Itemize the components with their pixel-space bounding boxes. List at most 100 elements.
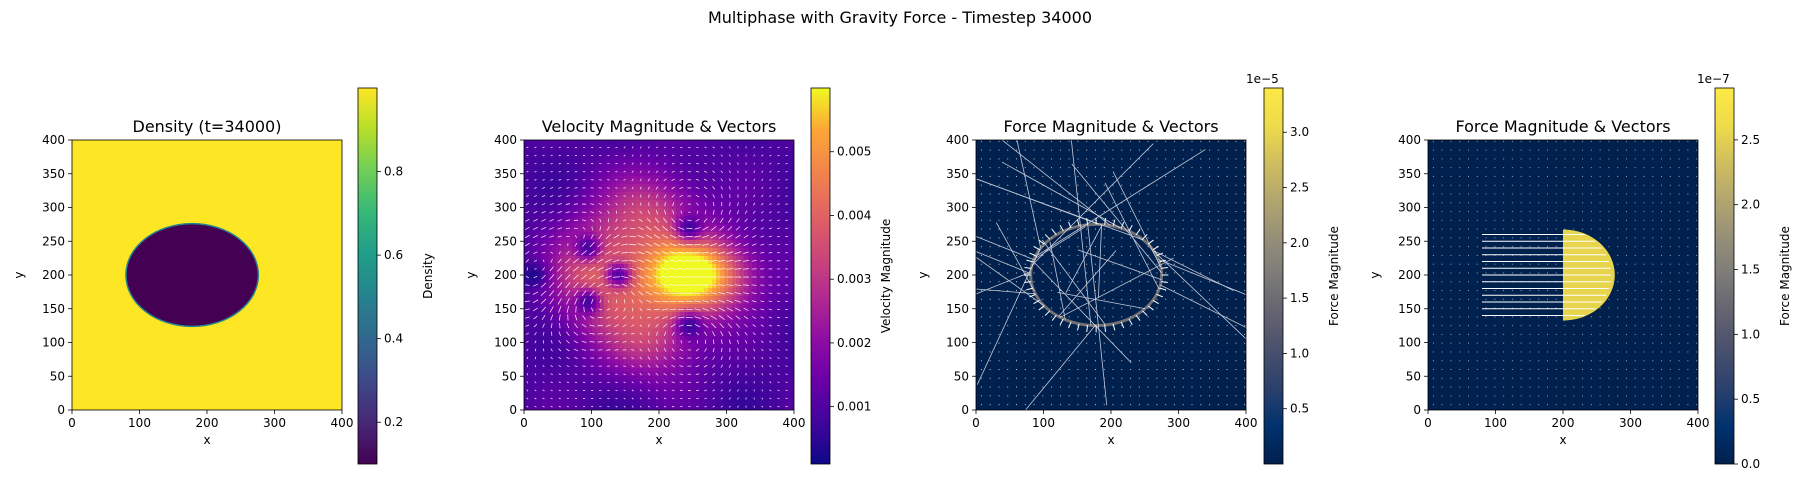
panel-title: Velocity Magnitude & Vectors — [542, 117, 777, 136]
x-axis-label: x — [203, 433, 210, 447]
x-tick-label: 200 — [1552, 416, 1575, 430]
y-tick-label: 250 — [946, 234, 969, 248]
colorbar-label: Force Magnitude — [1327, 226, 1341, 326]
y-tick-label: 300 — [494, 201, 517, 215]
colorbar-gradient — [1714, 87, 1735, 465]
chart-panel-4: Force Magnitude & Vectors 0 100 200 300 400 0 5… — [1368, 72, 1792, 471]
y-tick-label: 50 — [50, 369, 65, 383]
colorbar-tick-label: 2.5 — [1290, 181, 1309, 195]
panel-title: Force Magnitude & Vectors — [1455, 117, 1670, 136]
y-tick-label: 100 — [946, 336, 969, 350]
panel-title: Force Magnitude & Vectors — [1003, 117, 1218, 136]
colorbar-tick-label: 1.5 — [1290, 291, 1309, 305]
colorbar-tick-label: 1.5 — [1741, 263, 1760, 277]
y-tick-label: 350 — [42, 167, 65, 181]
colorbar-tick-label: 0.001 — [837, 400, 871, 414]
x-tick-label: 400 — [1235, 416, 1258, 430]
y-tick-label: 200 — [42, 268, 65, 282]
colorbar-tick-label: 1.0 — [1741, 327, 1760, 341]
chart-panel-3: Force Magnitude & Vectors 0 100 200 300 400 0 5… — [916, 72, 1341, 465]
colorbar-gradient — [1263, 87, 1284, 465]
colorbar-label: Velocity Magnitude — [879, 219, 893, 333]
panels: Density (t=34000) 0 100 200 300 400 0 50 100 150 2… — [12, 72, 1792, 471]
colorbar-tick-label: 0.0 — [1741, 457, 1760, 471]
y-tick-label: 300 — [1398, 201, 1421, 215]
x-tick-label: 400 — [1687, 416, 1710, 430]
y-tick-label: 150 — [946, 302, 969, 316]
colorbar-offset-text: 1e−5 — [1246, 72, 1279, 86]
y-tick-label: 150 — [494, 302, 517, 316]
x-tick-label: 100 — [1484, 416, 1507, 430]
colorbar-tick-label: 0.002 — [837, 336, 871, 350]
colorbar-label: Force Magnitude — [1778, 226, 1792, 326]
y-tick-label: 300 — [42, 201, 65, 215]
y-axis-label: y — [464, 271, 478, 278]
colorbar-tick-label: 2.0 — [1741, 198, 1760, 212]
y-tick-label: 50 — [954, 369, 969, 383]
y-tick-label: 200 — [1398, 268, 1421, 282]
y-tick-label: 0 — [57, 403, 65, 417]
colorbar-tick-label: 0.004 — [837, 208, 871, 222]
plot-area — [524, 140, 794, 410]
y-tick-label: 400 — [1398, 133, 1421, 147]
plot-area — [72, 140, 342, 410]
y-tick-label: 200 — [946, 268, 969, 282]
y-tick-label: 100 — [42, 336, 65, 350]
y-tick-label: 50 — [502, 369, 517, 383]
colorbar: 0.0 0.5 1.0 1.5 2.0 2.5 Force Magnitude 1e−7 — [1697, 72, 1792, 471]
y-tick-label: 0 — [961, 403, 969, 417]
y-tick-label: 50 — [1406, 369, 1421, 383]
colorbar-tick-label: 3.0 — [1290, 125, 1309, 139]
y-tick-label: 100 — [1398, 336, 1421, 350]
colorbar-tick-label: 2.0 — [1290, 236, 1309, 250]
x-tick-label: 300 — [715, 416, 738, 430]
colorbar-tick-label: 0.003 — [837, 272, 871, 286]
drop — [126, 224, 258, 326]
x-tick-label: 0 — [520, 416, 528, 430]
plot-area — [1428, 140, 1698, 410]
y-tick-label: 400 — [42, 133, 65, 147]
x-axis-label: x — [1107, 433, 1114, 447]
y-tick-label: 400 — [946, 133, 969, 147]
chart-panel-1: Density (t=34000) 0 100 200 300 400 0 50 100 150 2… — [12, 87, 435, 465]
y-tick-label: 200 — [494, 268, 517, 282]
colorbar-tick-label: 0.5 — [1741, 392, 1760, 406]
x-tick-label: 100 — [128, 416, 151, 430]
chart-panel-2: Velocity Magnitude & Vectors 0 100 200 300 40… — [464, 87, 893, 465]
x-tick-label: 100 — [1032, 416, 1055, 430]
colorbar-tick-label: 1.0 — [1290, 346, 1309, 360]
colorbar-gradient — [810, 87, 831, 465]
colorbar: 0.2 0.4 0.6 0.8 Density — [357, 87, 435, 465]
y-tick-label: 0 — [1413, 403, 1421, 417]
x-tick-label: 400 — [331, 416, 354, 430]
colorbar-tick-label: 0.4 — [384, 332, 403, 346]
colorbar-tick-label: 0.6 — [384, 248, 403, 262]
x-tick-label: 400 — [783, 416, 806, 430]
y-tick-label: 100 — [494, 336, 517, 350]
interface-vectors — [1023, 217, 1169, 333]
y-tick-label: 250 — [42, 234, 65, 248]
y-tick-label: 400 — [494, 133, 517, 147]
colorbar-label: Density — [421, 253, 435, 299]
y-tick-label: 350 — [494, 167, 517, 181]
panel-title: Density (t=34000) — [133, 117, 282, 136]
y-tick-label: 350 — [1398, 167, 1421, 181]
colorbar-offset-text: 1e−7 — [1697, 72, 1730, 86]
y-tick-label: 350 — [946, 167, 969, 181]
y-tick-label: 250 — [1398, 234, 1421, 248]
x-tick-label: 200 — [648, 416, 671, 430]
y-tick-label: 150 — [1398, 302, 1421, 316]
colorbar-tick-label: 2.5 — [1741, 133, 1760, 147]
y-axis-label: y — [12, 271, 26, 278]
y-tick-label: 150 — [42, 302, 65, 316]
x-tick-label: 300 — [263, 416, 286, 430]
figure-suptitle: Multiphase with Gravity Force - Timestep… — [708, 8, 1092, 27]
colorbar: 0.001 0.002 0.003 0.004 0.005 Velocity Magnit… — [810, 87, 893, 465]
colorbar-tick-label: 0.005 — [837, 145, 871, 159]
x-tick-label: 0 — [972, 416, 980, 430]
gravity-vectors — [1482, 234, 1612, 316]
force-vectors-large — [976, 140, 1246, 410]
y-axis-label: y — [1368, 271, 1382, 278]
colorbar-gradient — [357, 87, 378, 465]
y-tick-label: 0 — [509, 403, 517, 417]
